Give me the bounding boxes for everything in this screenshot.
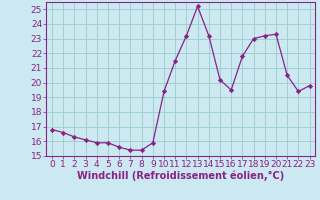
X-axis label: Windchill (Refroidissement éolien,°C): Windchill (Refroidissement éolien,°C) (77, 171, 284, 181)
